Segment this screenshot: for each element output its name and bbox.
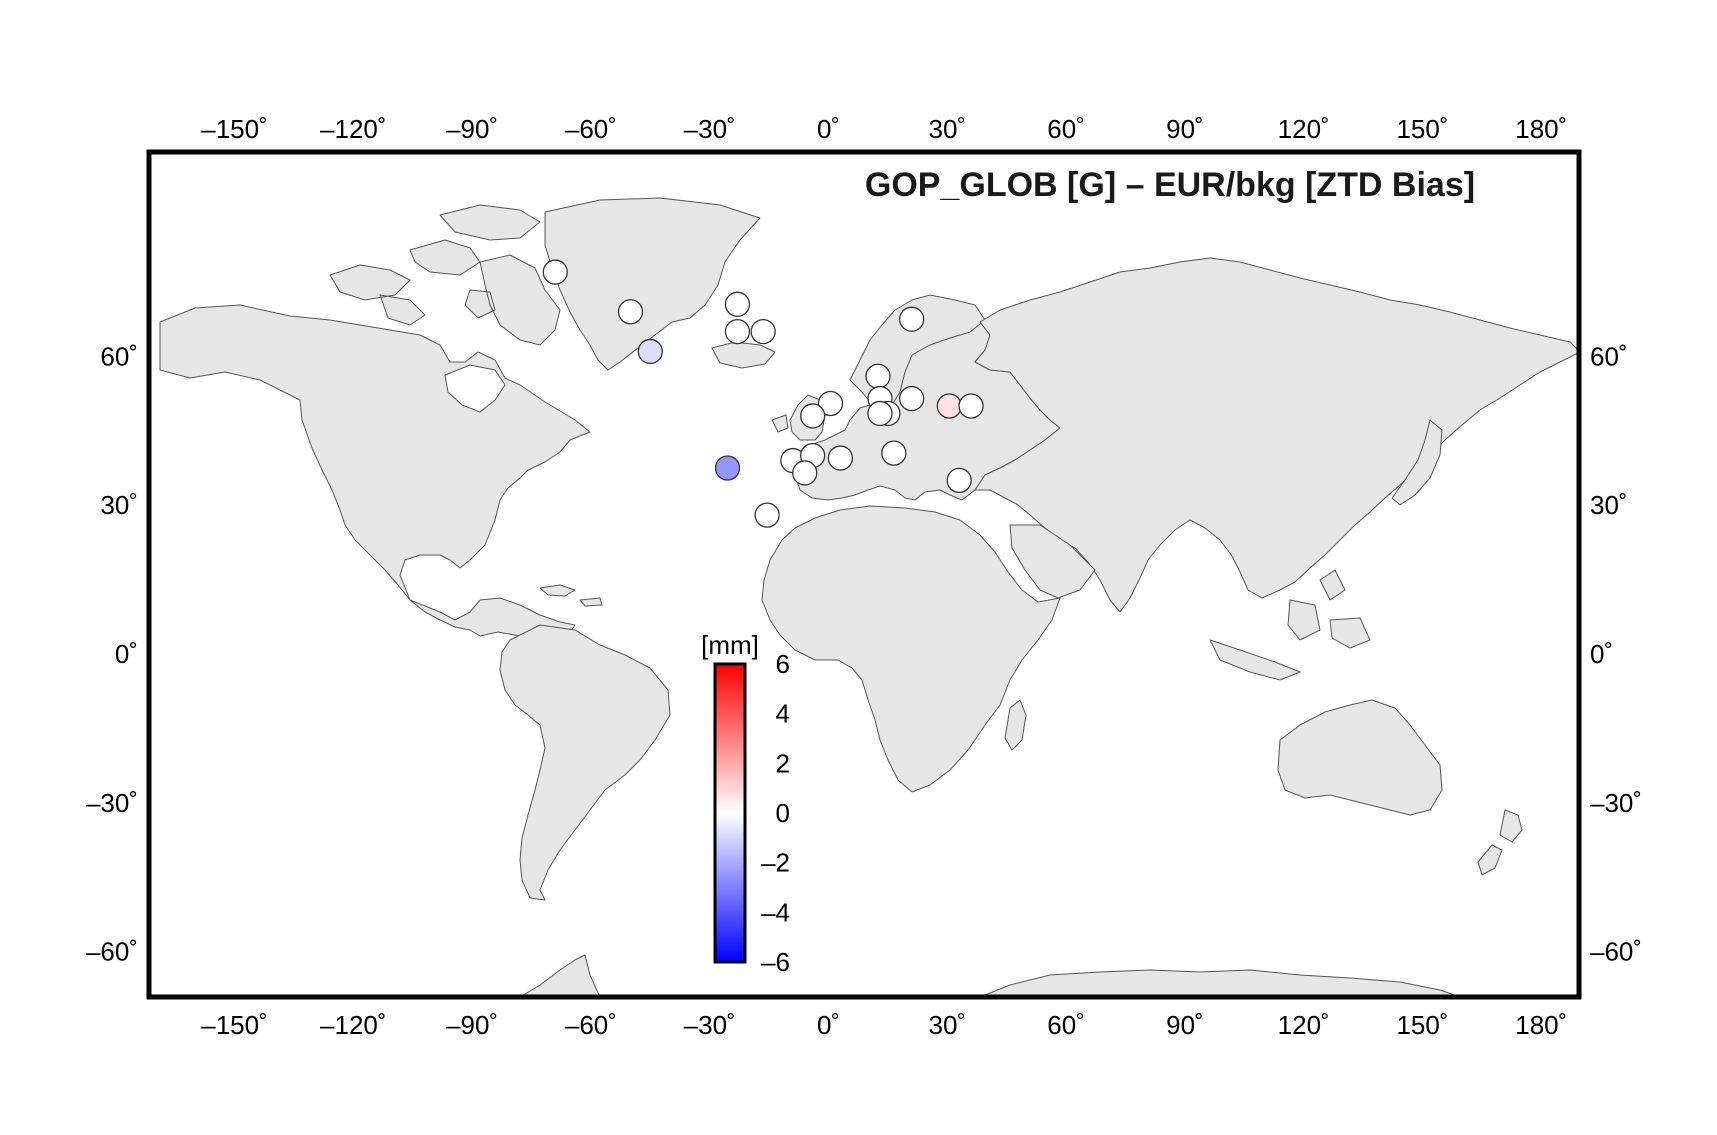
landmass-north-america: [159, 304, 591, 643]
axis-tick-labels: –150˚–150˚–120˚–120˚–90˚–90˚–60˚–60˚–30˚…: [86, 114, 1642, 1040]
station-marker: [936, 393, 962, 419]
landmass-antarctica: [519, 954, 1461, 997]
left-lat-tick-label: 30˚: [100, 490, 138, 520]
bottom-lon-tick-label: 120˚: [1278, 1010, 1330, 1040]
station-marker: [881, 440, 907, 466]
left-lat-tick-label: –60˚: [86, 937, 138, 967]
bottom-lon-tick-label: –90˚: [446, 1010, 498, 1040]
landmass-new-zealand: [1477, 809, 1523, 876]
landmass-madagascar: [1004, 699, 1027, 751]
map-title: GOP_GLOB [G] – EUR/bkg [ZTD Bias]: [865, 166, 1475, 204]
landmass-caribbean: [539, 584, 603, 607]
station-marker: [714, 455, 741, 481]
bottom-lon-tick-label: –60˚: [565, 1010, 617, 1040]
left-lat-tick-label: 0˚: [115, 639, 138, 669]
colorbar-gradient: [713, 662, 747, 964]
map-frame: [146, 149, 1582, 1000]
colorbar-unit-label: [mm]: [701, 630, 759, 660]
station-markers: [542, 259, 984, 528]
landmass-japan: [1391, 419, 1443, 506]
left-lat-tick-label: 60˚: [100, 341, 138, 371]
station-marker: [817, 390, 844, 417]
right-lat-tick-label: 0˚: [1590, 639, 1613, 669]
station-marker: [946, 467, 972, 494]
right-lat-tick-label: –30˚: [1590, 788, 1642, 818]
top-lon-tick-label: –60˚: [565, 114, 617, 144]
top-lon-tick-label: –120˚: [320, 114, 387, 144]
station-marker: [542, 259, 568, 285]
bottom-lon-tick-label: 90˚: [1166, 1010, 1204, 1040]
colorbar-tick-label: 6: [776, 649, 790, 679]
right-lat-tick-label: –60˚: [1590, 937, 1642, 967]
colorbar-tick-label: 2: [776, 748, 790, 778]
top-lon-tick-label: –30˚: [684, 114, 736, 144]
station-marker: [750, 318, 776, 345]
bottom-lon-tick-label: 60˚: [1047, 1010, 1085, 1040]
station-marker: [865, 363, 891, 389]
station-marker: [617, 299, 644, 325]
landmass-iceland: [711, 341, 776, 369]
top-lon-tick-label: 60˚: [1047, 114, 1085, 144]
station-marker: [724, 291, 751, 317]
station-marker: [792, 460, 818, 486]
station-marker: [899, 306, 925, 332]
top-lon-tick-label: 30˚: [929, 114, 967, 144]
bottom-lon-tick-label: 180˚: [1515, 1010, 1567, 1040]
landmass-greenland: [544, 197, 761, 371]
colorbar-tick-label: –4: [761, 897, 790, 927]
landmass-canadian-arctic: [329, 204, 561, 346]
bottom-lon-tick-label: 150˚: [1396, 1010, 1448, 1040]
bottom-lon-tick-label: –120˚: [320, 1010, 387, 1040]
right-lat-tick-label: 30˚: [1590, 490, 1628, 520]
colorbar-tick-label: –6: [761, 947, 790, 977]
colorbar-tick-label: –2: [761, 848, 790, 878]
colorbar-tick-label: 0: [776, 798, 790, 828]
station-marker: [724, 318, 751, 345]
station-marker: [867, 400, 893, 427]
landmass-asia: [974, 257, 1579, 613]
top-lon-tick-label: 120˚: [1278, 114, 1330, 144]
right-lat-tick-label: 60˚: [1590, 341, 1628, 371]
bottom-lon-tick-label: –30˚: [684, 1010, 736, 1040]
left-lat-tick-label: –30˚: [86, 788, 138, 818]
bottom-lon-tick-label: 30˚: [929, 1010, 967, 1040]
landmass-africa: [761, 505, 1061, 793]
colorbar-tick-label: 4: [776, 699, 790, 729]
bottom-lon-tick-label: 0˚: [817, 1010, 840, 1040]
station-marker: [899, 385, 925, 412]
top-lon-tick-label: 90˚: [1166, 114, 1204, 144]
station-marker: [754, 502, 780, 528]
land-masses: [159, 197, 1579, 997]
station-marker: [637, 338, 663, 365]
top-lon-tick-label: 180˚: [1515, 114, 1567, 144]
top-lon-tick-label: –150˚: [201, 114, 268, 144]
top-lon-tick-label: 150˚: [1396, 114, 1448, 144]
landmass-indonesia: [1209, 569, 1371, 681]
top-lon-tick-label: –90˚: [446, 114, 498, 144]
station-marker: [827, 445, 854, 471]
top-lon-tick-label: 0˚: [817, 114, 840, 144]
bottom-lon-tick-label: –150˚: [201, 1010, 268, 1040]
landmass-arabia: [1009, 524, 1096, 599]
landmass-australia: [1277, 699, 1443, 816]
landmass-south-america: [499, 624, 671, 901]
colorbar: [mm] 6 4 2 0 –2 –4 –6: [701, 630, 790, 977]
station-marker: [958, 393, 984, 419]
station-marker: [800, 403, 826, 429]
